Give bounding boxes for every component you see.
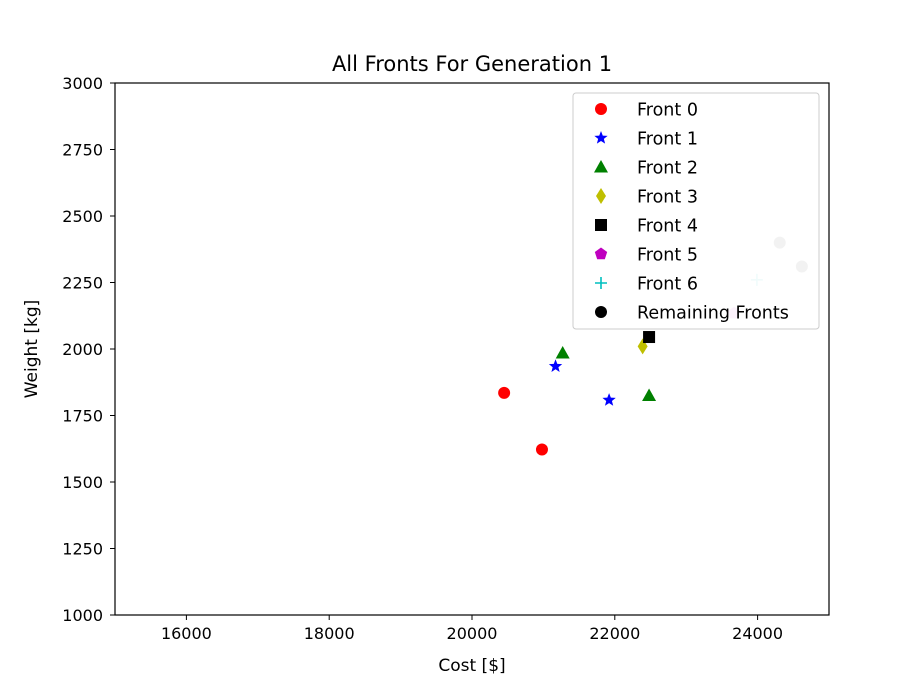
- legend-label: Front 4: [637, 217, 698, 237]
- x-tick-label: 20000: [447, 624, 498, 643]
- y-tick-label: 1250: [62, 540, 103, 559]
- y-tick-label: 2500: [62, 207, 103, 226]
- data-point: [535, 443, 548, 456]
- legend-label: Front 5: [637, 246, 698, 266]
- x-axis-label: Cost [$]: [438, 656, 505, 676]
- data-point: [548, 359, 563, 372]
- data-point: [642, 388, 657, 402]
- y-tick-label: 2750: [62, 141, 103, 160]
- legend: Front 0 Front 1 Front 2 Front 3 Front 4 Front…: [572, 92, 820, 330]
- legend-marker: [595, 219, 607, 231]
- legend-marker: [596, 188, 606, 204]
- y-tick-label: 2250: [62, 274, 103, 293]
- x-tick-label: 16000: [161, 624, 212, 643]
- data-point: [555, 345, 570, 359]
- legend-marker: [594, 131, 608, 144]
- axis-ticks: 16000 18000 20000 22000 24000 1000 1250 1500 175…: [62, 74, 783, 643]
- x-tick-label: 18000: [304, 624, 355, 643]
- data-point: [602, 393, 616, 406]
- y-tick-label: 1750: [62, 407, 103, 426]
- legend-label: Front 1: [637, 130, 698, 150]
- legend-marker: [595, 103, 607, 115]
- y-tick-label: 1000: [62, 606, 103, 625]
- legend-label: Front 2: [637, 159, 698, 179]
- legend-label: Front 3: [637, 188, 698, 208]
- legend-label: Front 6: [637, 275, 698, 295]
- legend-box: [572, 92, 820, 330]
- legend-marker: [594, 247, 608, 260]
- legend-label: Front 0: [637, 101, 698, 121]
- legend-marker: [594, 160, 608, 173]
- data-point: [643, 331, 656, 344]
- x-tick-label: 22000: [589, 624, 640, 643]
- legend-marker: [595, 277, 607, 289]
- chart-title: All Fronts For Generation 1: [332, 52, 612, 76]
- y-tick-label: 3000: [62, 74, 103, 93]
- legend-label: Remaining Fronts: [637, 304, 789, 324]
- y-tick-label: 1500: [62, 473, 103, 492]
- legend-marker: [595, 306, 607, 318]
- x-tick-label: 24000: [732, 624, 783, 643]
- data-point: [498, 386, 511, 399]
- y-tick-label: 2000: [62, 340, 103, 359]
- y-axis-label: Weight [kg]: [22, 300, 42, 399]
